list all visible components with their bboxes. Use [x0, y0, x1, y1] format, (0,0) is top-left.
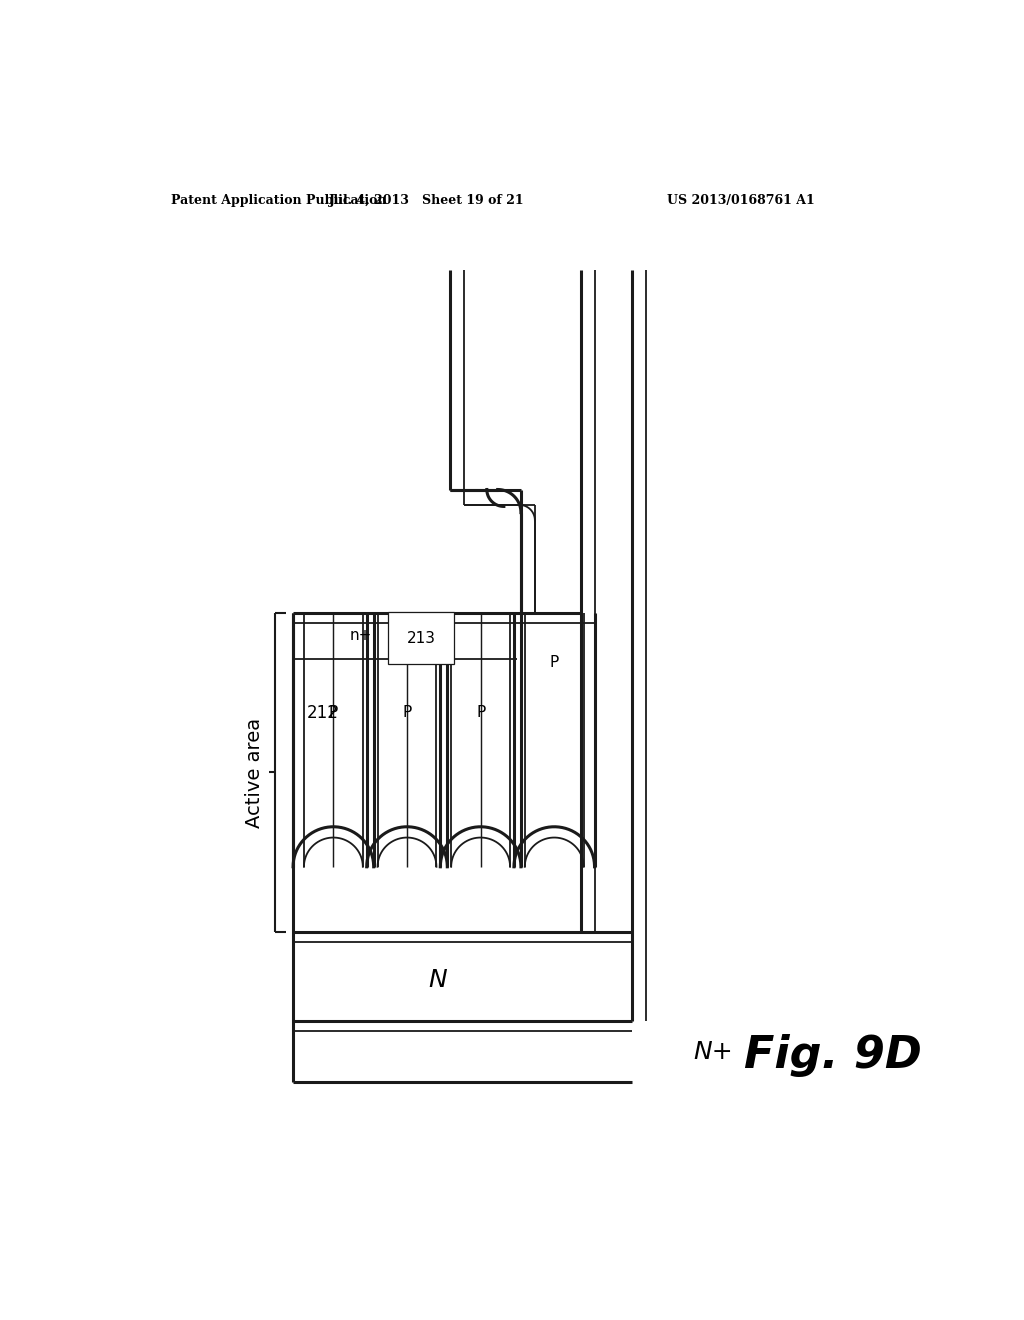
Text: P: P — [550, 655, 559, 671]
Text: P: P — [476, 705, 485, 721]
Text: US 2013/0168761 A1: US 2013/0168761 A1 — [667, 194, 814, 207]
Text: P: P — [402, 705, 412, 721]
Text: Fig. 9D: Fig. 9D — [744, 1034, 922, 1077]
Text: Jul. 4, 2013   Sheet 19 of 21: Jul. 4, 2013 Sheet 19 of 21 — [329, 194, 524, 207]
Text: Active area: Active area — [246, 717, 264, 828]
Text: N: N — [429, 969, 447, 993]
Text: P: P — [386, 628, 395, 643]
Text: 212: 212 — [306, 704, 338, 722]
Text: 213: 213 — [407, 631, 435, 645]
Text: Patent Application Publication: Patent Application Publication — [171, 194, 386, 207]
Text: P: P — [329, 705, 338, 721]
Text: n+: n+ — [349, 628, 372, 643]
Text: N+: N+ — [693, 1040, 733, 1064]
